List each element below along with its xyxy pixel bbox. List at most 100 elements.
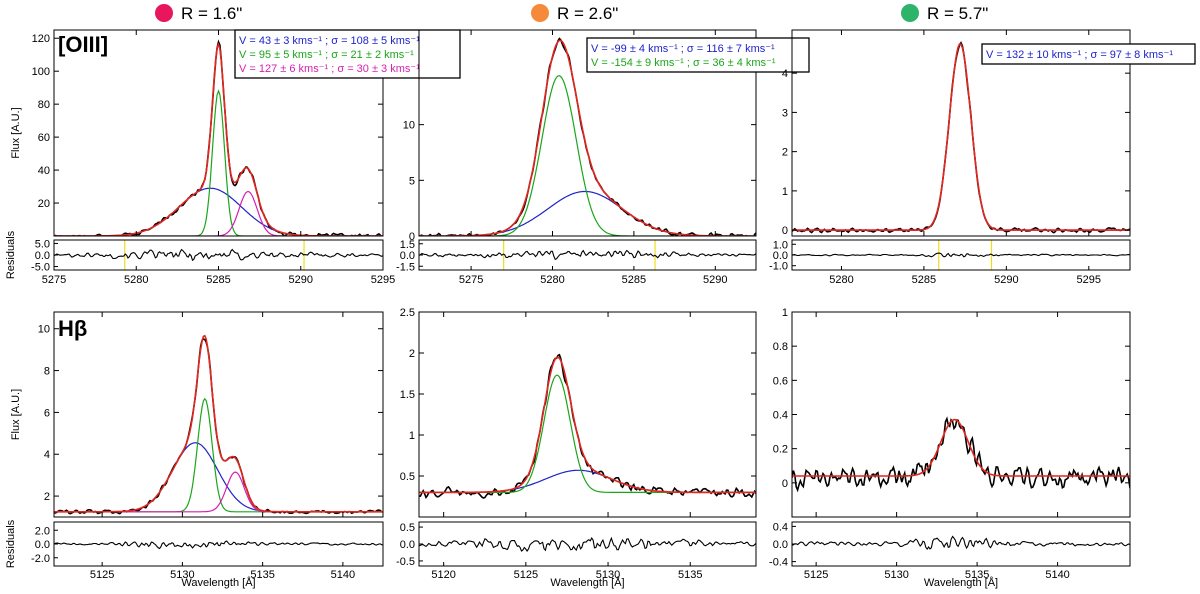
y-tick-label: 10 — [38, 324, 50, 336]
residual-y-tick-label: -0.4 — [769, 557, 788, 569]
y-tick-label: 100 — [32, 66, 50, 78]
residuals-line — [54, 540, 383, 550]
column-dot-1 — [155, 4, 173, 22]
y-tick-label: 1 — [782, 186, 788, 198]
gaussian-component-blue — [54, 187, 383, 236]
y-tick-label: 80 — [38, 99, 50, 111]
column-dot-2 — [531, 4, 549, 22]
residual-y-tick-label: 0.5 — [400, 522, 415, 534]
y-tick-label: 2 — [44, 491, 50, 503]
gaussian-component-green — [419, 75, 756, 236]
residuals-line — [792, 252, 1130, 258]
fit-results-legend: V = -99 ± 4 kms⁻¹ ; σ = 116 ± 7 kms⁻¹ V =… — [586, 37, 810, 73]
x-tick-label: 5130 — [884, 569, 908, 581]
column-title-3: R = 5.7" — [927, 4, 988, 23]
y-tick-label: 0 — [409, 231, 415, 243]
residual-y-tick-label: -1.5 — [396, 261, 415, 273]
gaussian-component-blue — [792, 43, 1130, 231]
x-tick-label: 5140 — [1045, 569, 1069, 581]
y-tick-label: 0.6 — [773, 375, 788, 387]
legend-entry-blue: V = 43 ± 3 kms⁻¹ ; σ = 108 ± 5 kms⁻¹ — [239, 35, 420, 47]
y-tick-label: 0.4 — [773, 410, 788, 422]
x-tick-label: 5290 — [289, 274, 313, 286]
x-tick-label: 5125 — [90, 569, 114, 581]
x-tick-label: 5280 — [540, 274, 564, 286]
wavelength-axis-label: Wavelength [Å] — [550, 576, 624, 589]
residuals-line — [419, 249, 756, 261]
wavelength-axis-label: Wavelength [Å] — [181, 576, 255, 589]
residuals-line — [54, 248, 383, 262]
total-fit-line — [792, 418, 1130, 477]
y-tick-label: 10 — [403, 120, 415, 132]
y-tick-label: 3 — [782, 107, 788, 119]
main-plot-frame — [791, 311, 1131, 518]
gaussian-component-green — [419, 374, 756, 493]
legend-frame — [234, 29, 461, 79]
y-tick-label: 2 — [782, 147, 788, 159]
residuals-frame — [418, 521, 757, 567]
spectrum-data-line — [54, 39, 382, 236]
legend-frame — [586, 37, 810, 73]
y-tick-label: 0.8 — [773, 341, 788, 353]
x-tick-label: 5295 — [1077, 274, 1101, 286]
main-plot-frame — [53, 311, 384, 518]
row-label-hbeta: Hβ — [58, 316, 87, 341]
x-tick-label: 5135 — [250, 569, 274, 581]
total-fit-line — [792, 43, 1130, 231]
wavelength-axis-label: Wavelength [Å] — [924, 576, 998, 589]
residual-y-tick-label: -2.0 — [31, 553, 50, 565]
flux-axis-label: Flux [A.U.] — [10, 389, 22, 440]
x-tick-label: 5275 — [42, 274, 66, 286]
y-tick-label: 20 — [38, 198, 50, 210]
residual-y-tick-label: 0.0 — [773, 539, 788, 551]
spectrum-data-line — [419, 353, 756, 500]
residual-y-tick-label: 5.0 — [35, 238, 50, 250]
legend-entry-blue: V = 132 ± 10 kms⁻¹ ; σ = 97 ± 8 kms⁻¹ — [986, 49, 1173, 61]
spectrum-data-line — [792, 41, 1130, 234]
legend-entry-blue: V = -99 ± 4 kms⁻¹ ; σ = 116 ± 7 kms⁻¹ — [591, 43, 775, 55]
y-tick-label: 4 — [44, 449, 50, 461]
residual-y-tick-label: 0.4 — [773, 521, 788, 533]
y-tick-label: 1.5 — [400, 389, 415, 401]
total-fit-line — [54, 334, 383, 513]
y-tick-label: 6 — [44, 407, 50, 419]
y-tick-label: 1 — [409, 430, 415, 442]
main-plot-frame — [418, 311, 757, 518]
column-headers: R = 1.6" R = 2.6" R = 5.7" — [155, 4, 988, 23]
x-tick-label: 5120 — [431, 569, 455, 581]
y-tick-label: 4 — [782, 68, 788, 80]
residual-y-tick-label: 0.0 — [400, 539, 415, 551]
residual-y-tick-label: 0.0 — [35, 539, 50, 551]
residual-y-tick-label: 0.0 — [400, 250, 415, 262]
x-tick-label: 5130 — [596, 569, 620, 581]
residual-y-tick-label: 1.5 — [400, 239, 415, 251]
x-tick-label: 5140 — [331, 569, 355, 581]
residuals-axis-label: Residuals — [5, 519, 17, 568]
gaussian-component-blue — [54, 442, 383, 513]
residual-y-tick-label: 0.0 — [773, 250, 788, 262]
y-tick-label: 120 — [32, 33, 50, 45]
main-plot-frame — [791, 29, 1131, 237]
x-tick-label: 5135 — [965, 569, 989, 581]
y-tick-label: 2 — [409, 348, 415, 360]
residual-y-tick-label: -5.0 — [31, 262, 50, 274]
y-tick-label: 1 — [782, 307, 788, 319]
x-tick-label: 5295 — [371, 274, 395, 286]
gaussian-component-green — [54, 397, 383, 513]
legend-frame — [981, 43, 1196, 65]
panel-hb-5.7: 0 0.2 0.4 0.6 0.8 1 0.4 0.0 -0.4 5125 5130 5135 5140… — [769, 307, 1131, 589]
row-label-oiii: [OIII] — [58, 32, 108, 57]
x-tick-label: 5275 — [459, 274, 483, 286]
x-tick-label: 5280 — [124, 274, 148, 286]
y-tick-label: 0 — [782, 478, 788, 490]
spectrum-data-line — [54, 338, 383, 515]
panel-oiii-5.7: 0 1 2 3 4 1.00.0-1.0 5280 5285 5290 5295 V = 132 ±… — [769, 29, 1196, 286]
spectrum-data-line — [792, 416, 1130, 493]
x-tick-label: 5290 — [994, 274, 1018, 286]
residuals-axis-label: Residuals — [5, 230, 17, 279]
y-tick-label: 2.5 — [400, 307, 415, 319]
legend-entry-green: V = 95 ± 5 kms⁻¹ ; σ = 21 ± 2 kms⁻¹ — [239, 49, 414, 61]
